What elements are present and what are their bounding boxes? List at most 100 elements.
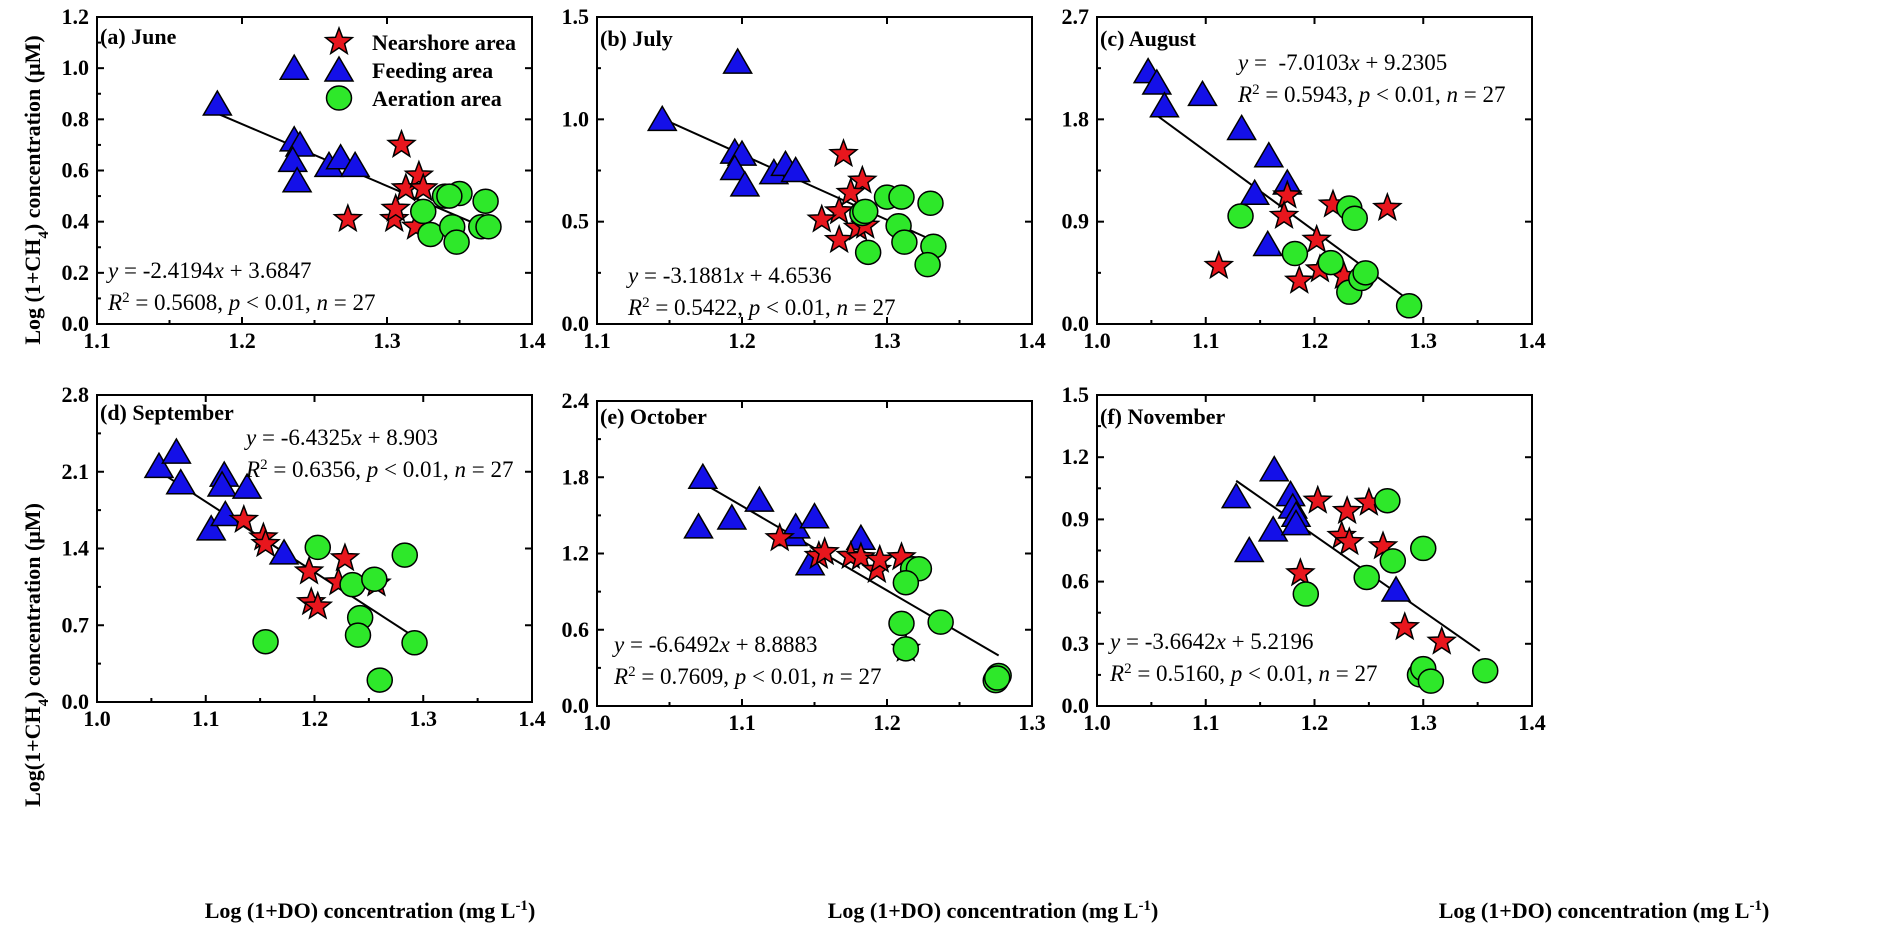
nearshore-point	[806, 203, 838, 233]
y-tick-label: 0.0	[62, 311, 90, 336]
x-tick-label: 1.2	[1301, 328, 1329, 353]
nearshore-point	[823, 195, 855, 225]
nearshore-point	[228, 503, 260, 534]
feeding-point	[799, 502, 830, 529]
x-tick-label: 1.1	[192, 706, 220, 731]
feeding-point	[277, 145, 309, 173]
nearshore-point	[386, 128, 417, 158]
aeration-point	[361, 566, 388, 592]
x-tick-label: 1.0	[1083, 328, 1111, 353]
feeding-point	[716, 503, 748, 530]
x-tick-label: 1.3	[1410, 328, 1438, 353]
x-tick-label: 1.2	[1301, 710, 1329, 735]
nearshore-point	[329, 542, 361, 572]
x-tick-label: 1.1	[1192, 710, 1220, 735]
regression-line	[1235, 479, 1481, 652]
regression-equation: y = -6.6492x + 8.8883	[612, 632, 818, 657]
y-tick-label: 0.7	[62, 612, 90, 637]
nearshore-point	[823, 223, 855, 254]
nearshore-point	[378, 202, 410, 233]
aeration-point	[1317, 249, 1345, 276]
aeration-point	[443, 229, 470, 255]
feeding-point	[1258, 455, 1290, 482]
regression-stats: R2 = 0.6356, p < 0.01, n = 27	[245, 457, 514, 482]
y-axis-label-bottom: Log(1+CH4) concentration (μM)	[20, 503, 52, 807]
y-tick-label: 1.2	[1062, 444, 1090, 469]
y-tick-label: 0.5	[562, 209, 590, 234]
aeration-point	[888, 184, 915, 210]
y-tick-label: 0.0	[562, 693, 590, 718]
regression-stats: R2 = 0.5943, p < 0.01, n = 27	[1237, 82, 1506, 107]
x-tick-label: 1.1	[83, 328, 111, 353]
y-tick-label: 1.5	[1062, 382, 1090, 407]
feeding-point	[744, 485, 775, 512]
y-tick-label: 1.8	[562, 464, 590, 489]
x-tick-label: 1.3	[373, 328, 401, 353]
feeding-point	[165, 468, 197, 495]
aeration-point	[1410, 535, 1437, 562]
feeding-point	[202, 89, 233, 116]
aeration-point	[304, 534, 332, 561]
feeding-point	[339, 150, 371, 178]
nearshore-point	[1333, 526, 1365, 556]
legend-item-nearshore: Nearshore area	[323, 25, 516, 56]
regression-equation: y = -7.0103x + 9.2305	[1236, 50, 1447, 75]
aeration-point	[391, 542, 419, 568]
aeration-point	[914, 251, 941, 278]
x-tick-label: 1.4	[518, 328, 546, 353]
aeration-point	[917, 190, 944, 216]
x-tick-label: 1.2	[728, 328, 756, 353]
y-tick-label: 1.2	[62, 4, 90, 29]
nearshore-point	[809, 536, 840, 566]
panel-title: (e) October	[600, 404, 707, 429]
y-tick-label: 0.6	[562, 617, 590, 642]
aeration-point	[888, 610, 915, 637]
panel-title: (f) November	[1100, 404, 1225, 429]
x-tick-label: 1.3	[1018, 710, 1046, 735]
nearshore-point	[1285, 557, 1316, 587]
aeration-point	[927, 609, 954, 635]
feeding-point	[646, 104, 678, 132]
nearshore-point	[847, 164, 878, 194]
legend-label: Feeding area	[372, 58, 493, 83]
nearshore-point	[1331, 494, 1363, 525]
feeding-point	[1226, 113, 1257, 141]
feeding-point	[722, 47, 753, 74]
feeding-point	[278, 53, 310, 80]
feeding-point	[719, 153, 751, 181]
y-tick-label: 0.3	[1062, 631, 1090, 656]
aeration-point	[1417, 668, 1445, 694]
feeding-point	[683, 512, 714, 539]
feeding-point	[325, 143, 356, 170]
x-tick-label: 1.2	[301, 706, 329, 731]
panel-title: (a) June	[100, 24, 177, 49]
aeration-point	[1227, 203, 1254, 229]
feeding-point	[1187, 79, 1218, 107]
x-tick-label: 1.0	[583, 710, 611, 735]
x-tick-label: 1.1	[1192, 328, 1220, 353]
aeration-point	[475, 214, 502, 240]
feeding-point	[1220, 482, 1252, 509]
feeding-point	[210, 500, 241, 527]
nearshore-point	[403, 159, 435, 189]
feeding-point	[161, 437, 192, 464]
y-tick-label: 0.2	[62, 260, 90, 285]
feeding-point	[281, 166, 313, 193]
regression-equation: y = -3.1881x + 4.6536	[626, 263, 832, 288]
y-tick-label: 0.0	[62, 689, 90, 714]
nearshore-point	[1372, 191, 1403, 222]
panel-title: (c) August	[1100, 26, 1197, 51]
y-tick-label: 0.9	[1062, 506, 1090, 531]
x-tick-label: 1.3	[410, 706, 438, 731]
nearshore-point	[1426, 625, 1458, 655]
nearshore-point	[864, 543, 896, 573]
x-tick-label: 1.1	[583, 328, 611, 353]
aeration-point	[1353, 564, 1380, 591]
panel-3: 1.0 1.1 1.2 1.3 1.4 0.0 0.9 1.8 2.7 (c) August y =…	[1062, 4, 1546, 353]
panel-1: 1.1 1.2 1.3 1.4 0.0 0.2 0.4 0.6 0.8 1.0 1.2 (a) Jun…	[62, 4, 546, 353]
x-tick-label: 1.4	[1018, 328, 1046, 353]
x-tick-label: 1.0	[83, 706, 111, 731]
legend-circle-icon	[325, 85, 353, 111]
nearshore-point	[1268, 199, 1300, 230]
